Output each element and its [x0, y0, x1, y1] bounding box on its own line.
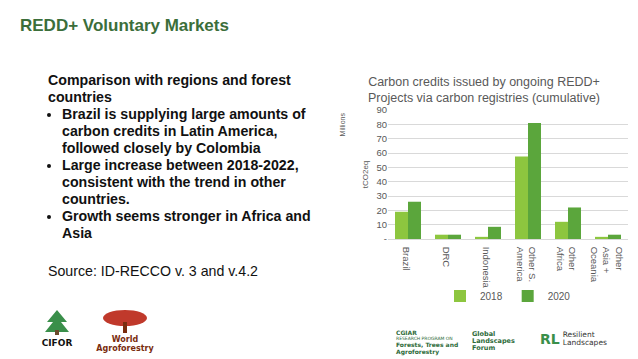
html-text:Comparison with regions and fo: Comparison with regions and forest count…	[48, 72, 291, 105]
svg-text:Millions: Millions	[339, 113, 346, 137]
svg-text:OtherAsia +Oceania: OtherAsia +Oceania	[589, 247, 625, 283]
svg-text:80: 80	[376, 119, 387, 130]
html-text:Source: ID-RECCO v. 3 and v.4.: Source: ID-RECCO v. 3 and v.4.2	[48, 263, 258, 279]
svg-text:DRC: DRC	[441, 247, 452, 268]
svg-text:70: 70	[376, 133, 387, 144]
svg-text:30: 30	[376, 190, 387, 201]
svg-text:60: 60	[376, 147, 387, 158]
html-text:RLResilient Landscapes: RLResilient Landscapes	[540, 330, 607, 348]
svg-text:10: 10	[376, 219, 387, 230]
svg-text:20: 20	[376, 205, 387, 216]
html-text:Brazil is supplying large amou: Brazil is supplying large amounts of car…	[62, 106, 306, 157]
svg-text:Indonesia: Indonesia	[481, 247, 492, 289]
html-text:Growth seems stronger in Afric: Growth seems stronger in Africa and Asia	[62, 208, 311, 242]
html-text:Forests, Trees and Agroforestr: Forests, Trees and Agroforestry	[396, 340, 459, 355]
html-text:Global Landscapes Forum: Global Landscapes Forum	[472, 330, 515, 353]
html-text:World Agroforestry: World Agroforestry	[96, 335, 154, 353]
svg-text:tCO2eq: tCO2eq	[361, 161, 370, 189]
svg-text:-: -	[384, 233, 387, 244]
svg-text:Carbon credits issued by ongoi: Carbon credits issued by ongoing REDD+Pr…	[368, 75, 600, 105]
svg-text:2018: 2018	[480, 291, 503, 302]
svg-text:50: 50	[376, 162, 387, 173]
html-text:CGIAR: CGIAR	[396, 329, 417, 336]
svg-text:2020: 2020	[548, 291, 571, 302]
svg-text:OtherAfrica: OtherAfrica	[555, 247, 578, 272]
html-text:RESEARCH PROGRAM ON: RESEARCH PROGRAM ON	[396, 335, 453, 341]
svg-text:Brazil: Brazil	[401, 247, 412, 271]
html-text:Large increase between 2018-20: Large increase between 2018-2022, consis…	[62, 157, 299, 208]
html-text:CIFOR: CIFOR	[41, 338, 73, 348]
svg-text:Other S.America: Other S.America	[515, 247, 538, 283]
svg-text:40: 40	[376, 176, 387, 187]
svg-text:90: 90	[376, 104, 387, 115]
html-text:REDD+ Voluntary Markets: REDD+ Voluntary Markets	[20, 16, 229, 35]
